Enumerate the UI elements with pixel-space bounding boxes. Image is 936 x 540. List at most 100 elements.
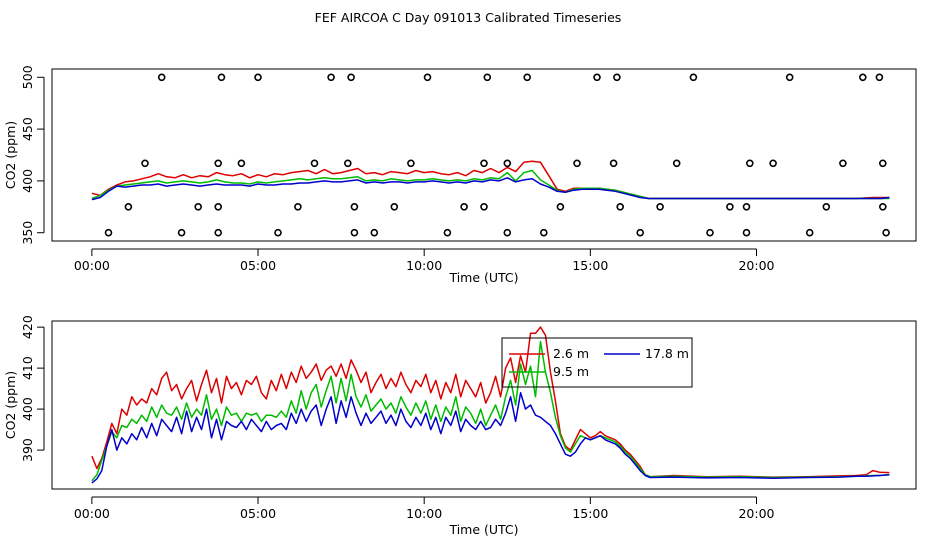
flag-point	[347, 73, 355, 82]
flag-point	[616, 203, 625, 211]
top-plot-frame	[51, 68, 917, 242]
legend-label-2-6m: 2.6 m	[553, 346, 589, 361]
flag-point	[157, 73, 166, 82]
flag-point	[390, 203, 399, 211]
series-line-9-5-m-top	[91, 169, 890, 200]
flag-point	[878, 203, 887, 211]
flag-point	[672, 159, 681, 168]
flag-point	[742, 203, 751, 211]
flag-point	[480, 159, 488, 168]
flag-point	[350, 203, 359, 211]
y-tick-label: 410	[20, 356, 35, 380]
flag-point	[407, 159, 415, 168]
flag-point	[443, 228, 452, 237]
y-tick-label: 350	[20, 221, 35, 245]
flag-point	[878, 159, 887, 168]
flag-point	[327, 73, 335, 82]
flag-point	[858, 73, 867, 82]
flag-point	[593, 73, 601, 82]
flag-point	[483, 73, 492, 82]
flag-point	[310, 159, 319, 168]
flag-point	[217, 73, 226, 82]
flag-point	[785, 73, 794, 82]
x-tick-label: 10:00	[406, 506, 442, 521]
flag-point	[726, 203, 734, 211]
flag-point	[523, 73, 532, 82]
flag-point	[503, 228, 512, 237]
flag-point	[214, 203, 222, 211]
flag-point	[745, 159, 754, 168]
y-tick-label: 420	[20, 315, 35, 339]
top-x-axis-label: Time (UTC)	[448, 270, 518, 285]
flag-point	[294, 203, 302, 211]
flag-point	[882, 228, 890, 237]
flag-point	[503, 159, 512, 168]
top-y-axis: 350 400 450 500	[20, 65, 45, 245]
x-tick-label: 15:00	[572, 258, 608, 273]
flag-point	[460, 203, 468, 211]
legend-label-17-8m: 17.8 m	[645, 346, 689, 361]
legend: 2.6 m 9.5 m 17.8 m	[501, 337, 693, 388]
series-line-9-5-m-bot	[91, 340, 890, 482]
flag-point	[706, 228, 714, 237]
series-line-17-8-m-bot	[91, 391, 890, 484]
y-tick-label: 390	[20, 438, 35, 462]
legend-box	[501, 337, 693, 388]
x-tick-label: 20:00	[738, 258, 774, 273]
flag-point	[656, 203, 664, 211]
x-tick-label: 05:00	[240, 506, 276, 521]
bottom-series-lines	[91, 326, 890, 484]
flag-point	[237, 159, 246, 168]
bottom-plot-frame	[51, 320, 917, 490]
flag-point	[350, 228, 359, 237]
flag-point	[689, 73, 698, 82]
top-panel: 00:00 05:00 10:00 15:00 20:00 350 400 450 500 T…	[3, 65, 917, 285]
flag-point	[194, 203, 202, 211]
flag-point	[214, 228, 222, 237]
y-tick-label: 400	[20, 397, 35, 421]
bottom-panel: 00:00 05:00 10:00 15:00 20:00 390 400 410 420 T…	[3, 315, 917, 537]
figure-title: FEF AIRCOA C Day 091013 Calibrated Times…	[315, 10, 622, 25]
bottom-x-axis: 00:00 05:00 10:00 15:00 20:00	[74, 496, 775, 521]
top-y-axis-label: CO2 (ppm)	[3, 121, 18, 189]
x-tick-label: 00:00	[74, 258, 110, 273]
flag-point	[343, 159, 352, 168]
flag-point	[480, 203, 488, 211]
flag-point	[141, 159, 149, 168]
y-tick-label: 450	[20, 117, 35, 141]
series-line-17-8-m-top	[91, 177, 890, 201]
flag-point	[822, 203, 831, 211]
flag-point	[556, 203, 565, 211]
flag-point	[613, 73, 621, 82]
bottom-x-axis-label: Time (UTC)	[448, 522, 518, 537]
y-tick-label: 400	[20, 169, 35, 193]
flag-point	[875, 73, 884, 82]
x-tick-label: 05:00	[240, 258, 276, 273]
flag-point	[573, 159, 581, 168]
flag-point	[254, 73, 262, 82]
x-tick-label: 15:00	[572, 506, 608, 521]
bottom-y-axis: 390 400 410 420	[20, 315, 45, 462]
flag-point	[104, 228, 113, 237]
x-tick-label: 20:00	[738, 506, 774, 521]
flag-point	[214, 159, 222, 168]
flag-point	[769, 159, 777, 168]
top-x-axis: 00:00 05:00 10:00 15:00 20:00	[74, 248, 775, 273]
flag-point	[539, 228, 548, 237]
flag-point	[839, 159, 847, 168]
flag-point	[177, 228, 186, 237]
flag-point	[124, 203, 133, 211]
flag-point	[609, 159, 618, 168]
legend-label-9-5m: 9.5 m	[553, 364, 589, 379]
flag-point	[805, 228, 814, 237]
bottom-y-axis-label: CO2 (ppm)	[3, 371, 18, 439]
top-flag-points	[104, 73, 890, 237]
x-tick-label: 00:00	[74, 506, 110, 521]
flag-point	[370, 228, 379, 237]
flag-point	[742, 228, 751, 237]
flag-point	[274, 228, 282, 237]
flag-point	[636, 228, 645, 237]
y-tick-label: 500	[20, 65, 35, 89]
